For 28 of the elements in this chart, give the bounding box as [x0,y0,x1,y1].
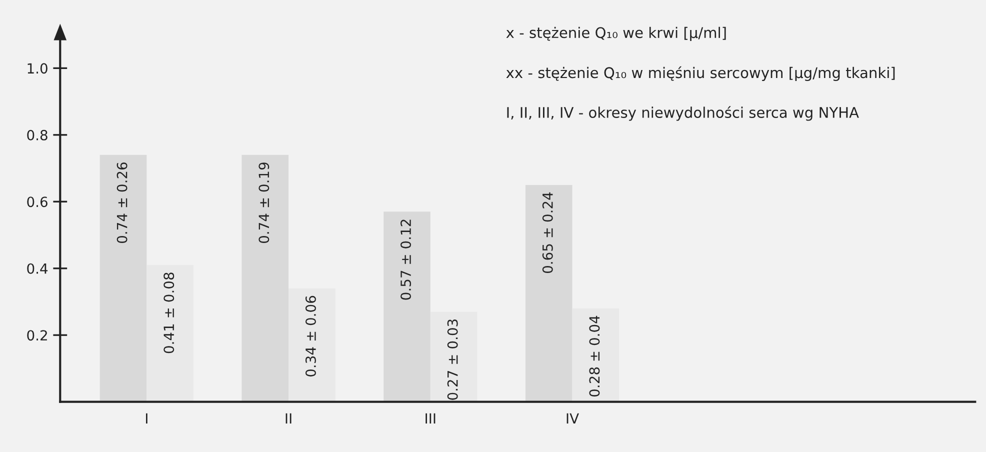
bar [100,154,147,402]
annotation: x - stężenie Q₁₀ we krwi [μ/ml] [506,26,726,41]
bar [242,154,289,402]
x-tick-label: II [286,413,292,424]
y-tick-label: 0.6 [27,196,48,208]
data-label: 0.65 ± 0.24 [542,192,553,274]
y-tick-label: 0.2 [27,330,47,341]
y-tick-label: 1.0 [28,63,48,74]
annotation: xx - stężenie Q₁₀ w mięśniu sercowym [μg/mg tkanki] [506,66,895,82]
bar [525,184,572,402]
data-label: 0.74 ± 0.19 [258,162,270,243]
bar [430,312,478,402]
data-label: 0.74 ± 0.26 [116,162,128,243]
data-label: 0.41 ± 0.08 [164,272,174,354]
bar [572,308,620,402]
data-label: 0.27 ± 0.03 [447,320,458,400]
bar [384,212,430,402]
data-label: 0.57 ± 0.12 [400,220,412,300]
x-tick-label: IV [566,413,579,424]
data-label: 0.28 ± 0.04 [589,316,600,396]
y-tick-label: 0.8 [27,130,48,140]
data-label: 0.34 ± 0.06 [305,296,316,376]
y-tick-label: 0.4 [27,263,48,274]
bar [146,265,194,402]
x-tick-label: III [426,413,436,424]
x-tick-label: I [146,413,148,424]
bar [288,288,336,402]
annotation: I, II, III, IV - okresy niewydolności serca wg NYHA [507,106,859,121]
